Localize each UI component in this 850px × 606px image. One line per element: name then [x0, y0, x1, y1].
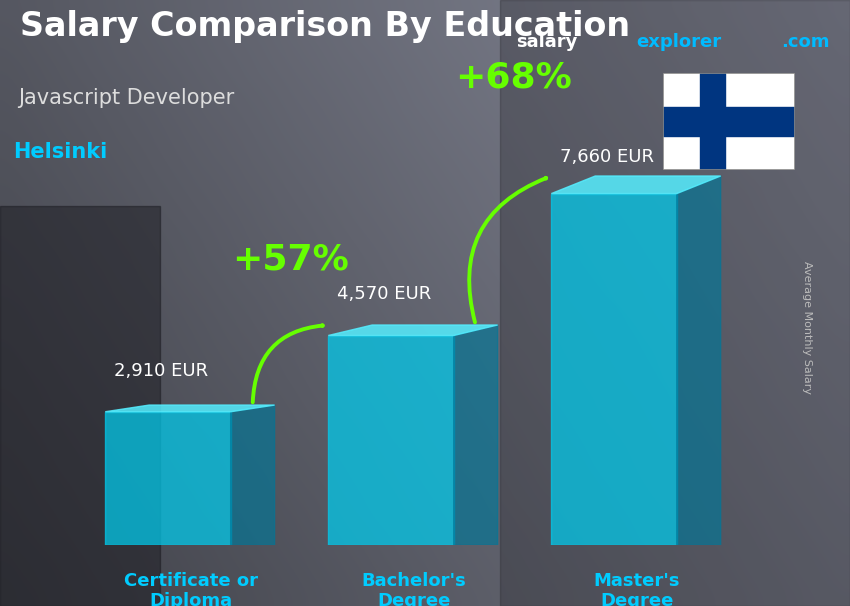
Text: .com: .com	[781, 33, 830, 52]
Polygon shape	[677, 176, 721, 545]
Text: Master's
Degree: Master's Degree	[593, 571, 680, 606]
Bar	[700, 73, 725, 170]
FancyArrowPatch shape	[252, 325, 323, 402]
Text: +57%: +57%	[232, 242, 348, 276]
Text: Average Monthly Salary: Average Monthly Salary	[802, 261, 813, 394]
Polygon shape	[454, 325, 497, 545]
Polygon shape	[105, 411, 230, 545]
Text: Javascript Developer: Javascript Developer	[18, 88, 234, 108]
Text: salary: salary	[517, 33, 578, 52]
Text: 7,660 EUR: 7,660 EUR	[560, 148, 654, 166]
Polygon shape	[328, 336, 454, 545]
Polygon shape	[0, 206, 160, 606]
Text: Helsinki: Helsinki	[14, 142, 108, 162]
Text: Certificate or
Diploma: Certificate or Diploma	[123, 571, 258, 606]
Text: 2,910 EUR: 2,910 EUR	[114, 362, 208, 379]
Polygon shape	[552, 176, 721, 193]
Text: Salary Comparison By Education: Salary Comparison By Education	[20, 10, 630, 43]
Text: +68%: +68%	[455, 61, 572, 95]
Polygon shape	[552, 193, 677, 545]
Polygon shape	[500, 0, 850, 606]
Text: explorer: explorer	[636, 33, 721, 52]
Polygon shape	[328, 325, 497, 336]
Text: 4,570 EUR: 4,570 EUR	[337, 285, 431, 304]
Text: Bachelor's
Degree: Bachelor's Degree	[361, 571, 466, 606]
Polygon shape	[230, 405, 275, 545]
Polygon shape	[105, 405, 275, 411]
FancyArrowPatch shape	[469, 178, 547, 322]
Bar	[663, 107, 795, 136]
